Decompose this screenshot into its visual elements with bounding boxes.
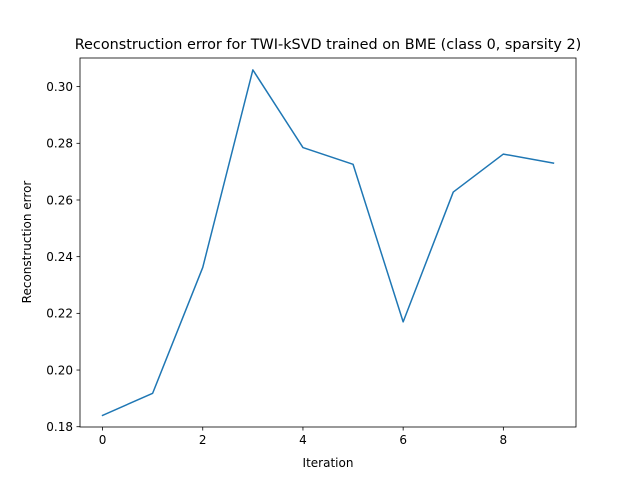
y-tick-label: 0.28 <box>46 137 73 151</box>
x-axis-ticks: 0 2 4 6 8 <box>99 427 507 447</box>
y-tick-label: 0.30 <box>46 80 73 94</box>
y-tick-label: 0.22 <box>46 307 73 321</box>
y-axis-ticks: 0.18 0.20 0.22 0.24 0.26 0.28 0.30 <box>46 80 80 434</box>
y-axis-label: Reconstruction error <box>20 181 34 304</box>
x-tick-label: 4 <box>299 433 307 447</box>
x-tick-label: 2 <box>199 433 207 447</box>
y-tick-label: 0.20 <box>46 363 73 377</box>
x-tick-label: 6 <box>399 433 407 447</box>
plot-frame <box>79 57 577 428</box>
chart-title: Reconstruction error for TWI-kSVD traine… <box>75 37 582 53</box>
y-tick-label: 0.24 <box>46 250 73 264</box>
x-axis-label: Iteration <box>303 456 354 470</box>
plot-area <box>80 58 576 427</box>
series-layer <box>101 69 555 417</box>
y-tick-label: 0.18 <box>46 420 73 434</box>
x-tick-label: 8 <box>500 433 508 447</box>
series-line <box>101 69 555 417</box>
x-tick-label: 0 <box>99 433 107 447</box>
y-tick-label: 0.26 <box>46 193 73 207</box>
